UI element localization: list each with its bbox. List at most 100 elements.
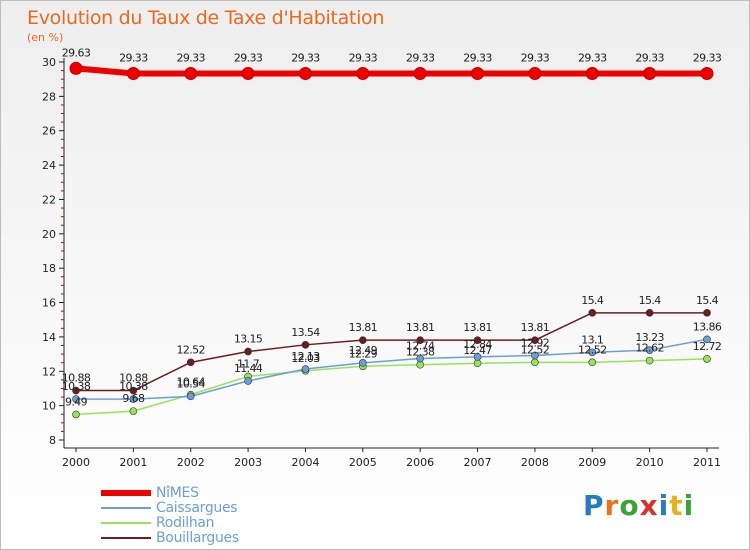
- data-label: 12.49: [349, 344, 378, 357]
- data-point: [645, 356, 654, 365]
- data-label: 29.33: [349, 52, 378, 65]
- y-tick-label: 24: [42, 159, 56, 172]
- x-tick-label: 2000: [62, 456, 90, 469]
- data-label: 9.49: [65, 395, 88, 408]
- data-point: [72, 395, 80, 403]
- data-point: [416, 336, 424, 344]
- legend-swatch: [101, 489, 151, 496]
- series-line-rodilhan: [75, 358, 708, 416]
- data-point: [126, 67, 140, 81]
- data-point: [528, 67, 542, 81]
- data-label: 12.52: [176, 343, 205, 356]
- data-point: [588, 348, 597, 357]
- data-label: 29.63: [62, 46, 91, 59]
- proxiti-logo: Proxiti: [583, 489, 694, 522]
- legend-item-nimes: NîMES: [101, 485, 199, 501]
- y-tick-label: 18: [42, 262, 56, 275]
- data-label: 10.64: [176, 376, 205, 389]
- data-point: [129, 407, 138, 415]
- data-labels: 29.63 29.33 29.33 29.33 29.33 29.33 29.33 29.33…: [62, 46, 723, 408]
- data-point: [645, 346, 654, 354]
- series-line-caissargues: [75, 338, 708, 400]
- legend-label: Rodilhan: [156, 514, 215, 531]
- series-points: [69, 61, 714, 419]
- data-label: 29.33: [234, 52, 263, 65]
- data-label: 13.23: [635, 331, 664, 344]
- data-point: [244, 347, 252, 356]
- data-label: 13.81: [463, 321, 492, 334]
- data-point: [473, 359, 482, 367]
- logo-letter: x: [639, 489, 659, 522]
- y-tick-label: 16: [42, 297, 56, 310]
- chart-title: Evolution du Taux de Taxe d'Habitation: [27, 7, 385, 29]
- data-label: 10.54: [176, 377, 205, 390]
- data-label: 12.29: [349, 347, 378, 360]
- y-axis-unit-label: (en %): [27, 31, 64, 44]
- data-point: [700, 67, 714, 81]
- data-point: [186, 358, 195, 367]
- data-point: [244, 377, 252, 385]
- data-point: [129, 386, 138, 395]
- data-label: 29.33: [406, 52, 435, 65]
- data-label: 10.88: [119, 372, 148, 385]
- data-point: [416, 354, 424, 363]
- data-point: [473, 353, 482, 361]
- data-label: 13.81: [521, 321, 550, 334]
- y-tick-label: 28: [42, 90, 56, 103]
- data-point: [588, 358, 597, 367]
- data-label: 13.1: [581, 333, 603, 346]
- data-point: [531, 358, 539, 367]
- y-tick-label: 22: [42, 193, 56, 206]
- x-tick-label: 2009: [578, 456, 606, 469]
- x-tick-label: 2004: [291, 456, 319, 469]
- data-label: 12.38: [406, 346, 435, 359]
- logo-letter: P: [583, 489, 605, 522]
- data-point: [72, 410, 80, 419]
- legend-swatch: [101, 521, 151, 524]
- series-line-nmes: [73, 65, 710, 77]
- y-tick-label: 20: [42, 228, 56, 241]
- data-label: 10.38: [62, 380, 91, 393]
- data-label: 29.33: [578, 52, 607, 65]
- data-point: [359, 336, 367, 344]
- x-tick-label: 2003: [234, 456, 262, 469]
- legend-label: Bouillargues: [156, 529, 239, 546]
- data-label: 12.84: [463, 338, 492, 351]
- data-label: 11.7: [237, 357, 260, 370]
- legend-item-caissargues: Caissargues: [101, 500, 238, 516]
- data-label: 12.13: [291, 350, 320, 363]
- data-label: 12.47: [463, 344, 492, 357]
- y-tick-label: 26: [42, 125, 56, 138]
- data-point: [703, 309, 711, 317]
- legend-item-bouillargues: Bouillargues: [101, 529, 239, 546]
- data-label: 13.86: [693, 320, 722, 333]
- data-label: 29.33: [693, 52, 722, 65]
- y-tick-label: 8: [49, 434, 56, 447]
- data-point: [72, 386, 80, 395]
- x-tick-label: 2006: [406, 456, 434, 469]
- data-label: 29.33: [463, 52, 492, 65]
- data-point: [186, 392, 195, 401]
- data-point: [413, 67, 427, 81]
- legend-swatch: [101, 536, 151, 539]
- data-point: [241, 67, 255, 81]
- data-label: 13.81: [349, 321, 378, 334]
- x-tick-label: 2002: [177, 456, 205, 469]
- x-tick-label: 2011: [693, 456, 721, 469]
- data-label: 15.4: [696, 294, 719, 307]
- data-point: [588, 309, 597, 317]
- axes: 8 10 12 14 16 18 20 22 24 26 28 30 2000 2001 2002 2003 2…: [42, 56, 721, 469]
- data-point: [359, 359, 367, 367]
- y-tick-label: 12: [42, 365, 56, 378]
- data-label: 13.54: [291, 326, 320, 339]
- data-point: [703, 335, 711, 344]
- data-label: 12.74: [406, 340, 435, 353]
- y-tick-label: 30: [42, 56, 56, 69]
- data-label: 11.44: [234, 362, 263, 375]
- data-label: 12.92: [521, 336, 550, 349]
- data-label: 10.88: [62, 372, 91, 385]
- x-tick-label: 2001: [119, 456, 147, 469]
- logo-letter: t: [669, 489, 684, 522]
- data-label: 29.33: [119, 52, 148, 65]
